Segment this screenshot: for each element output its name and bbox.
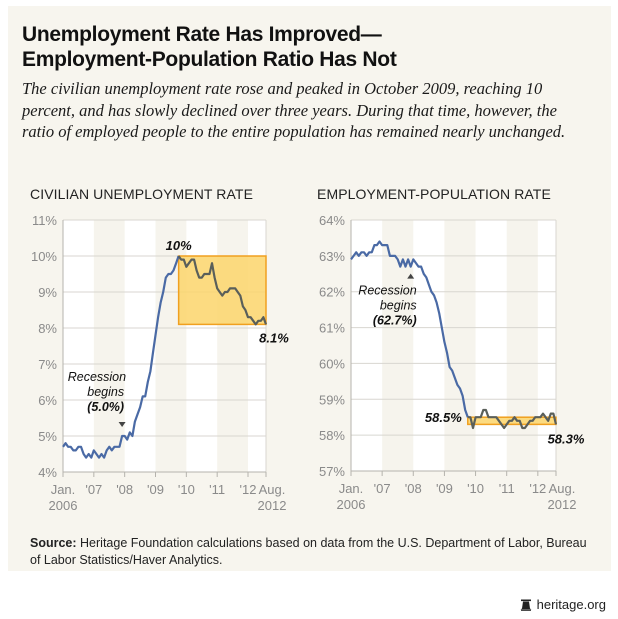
end-value-label: 58.3% <box>548 431 585 446</box>
unemployment-chart: 4% 5% 6% 7% 8% 9% 10% 11% Jan.2006 '07 '08 '09 '10 '1… <box>31 213 289 513</box>
recession-value-label: (5.0%) <box>87 400 124 414</box>
employment-population-chart: 57% 58% 59% 60% 61% 62% 63% 64% Jan.2006 '07 '08 '0… <box>319 213 585 512</box>
title-line-2: Employment-Population Ratio Has Not <box>22 48 397 71</box>
recession-label: Recession <box>68 370 126 384</box>
x-tick-label: '10 <box>467 481 484 496</box>
year-band <box>506 220 538 471</box>
recession-label: begins <box>380 299 417 313</box>
x-tick-label: '07 <box>374 481 391 496</box>
year-band <box>93 220 125 472</box>
x-tick-label: 2012 <box>548 497 577 512</box>
recession-label: Recession <box>358 284 416 298</box>
x-tick-label: '07 <box>85 482 102 497</box>
y-tick-label: 10% <box>31 249 57 264</box>
series-line <box>350 240 469 418</box>
x-tick-label: 2006 <box>49 498 78 513</box>
x-tick-label: Aug. <box>259 482 286 497</box>
start-value-label: 10% <box>166 238 192 253</box>
x-tick-label: 2006 <box>337 497 366 512</box>
source-text: Heritage Foundation calculations based o… <box>30 536 587 567</box>
y-tick-label: 64% <box>319 213 345 228</box>
year-band <box>444 220 476 471</box>
x-tick-label: '08 <box>405 481 422 496</box>
y-tick-label: 58% <box>319 428 345 443</box>
y-tick-label: 63% <box>319 249 345 264</box>
x-tick-label: '12 <box>529 481 546 496</box>
series-line-highlighted <box>467 408 558 430</box>
x-tick-label: Jan. <box>339 481 364 496</box>
recession-marker-icon <box>407 273 415 279</box>
page-title: Unemployment Rate Has Improved— Employme… <box>22 22 602 72</box>
end-value-label: 8.1% <box>259 330 289 345</box>
x-tick-label: '11 <box>499 481 515 496</box>
logo-text: heritage.org <box>536 597 606 612</box>
series-line-highlighted <box>177 255 268 326</box>
y-tick-label: 7% <box>38 357 57 372</box>
title-line-1: Unemployment Rate Has Improved— <box>22 23 382 46</box>
subtitle: The civilian unemployment rate rose and … <box>22 79 566 141</box>
highlight-box <box>177 255 267 326</box>
y-tick-label: 8% <box>38 321 57 336</box>
x-tick-label: '12 <box>240 482 257 497</box>
source-note: Source: Heritage Foundation calculations… <box>30 535 590 569</box>
chart-title-employment-population: EMPLOYMENT-POPULATION RATE <box>317 186 551 202</box>
heritage-logo[interactable]: heritage.org <box>520 597 606 612</box>
recession-value-label: (62.7%) <box>373 314 417 328</box>
x-tick-label: '09 <box>436 481 453 496</box>
x-tick-label: '08 <box>116 482 133 497</box>
liberty-bell-icon <box>520 599 532 611</box>
x-tick-label: Jan. <box>51 482 76 497</box>
y-tick-label: 59% <box>319 392 345 407</box>
recession-label: begins <box>87 385 124 399</box>
y-tick-label: 4% <box>38 465 57 480</box>
source-label: Source: <box>30 536 77 550</box>
recession-marker-icon <box>118 422 126 427</box>
x-tick-label: 2012 <box>258 498 287 513</box>
y-tick-label: 60% <box>319 356 345 371</box>
y-tick-label: 62% <box>319 285 345 300</box>
y-tick-label: 57% <box>319 464 345 479</box>
y-tick-label: 11% <box>32 213 57 228</box>
y-tick-label: 6% <box>38 393 57 408</box>
x-tick-label: Aug. <box>549 481 576 496</box>
y-tick-label: 61% <box>319 321 345 336</box>
chart-title-unemployment: CIVILIAN UNEMPLOYMENT RATE <box>30 186 254 202</box>
x-tick-label: '09 <box>147 482 164 497</box>
x-tick-label: '10 <box>178 482 195 497</box>
x-tick-label: '11 <box>209 482 225 497</box>
start-value-label: 58.5% <box>425 410 462 425</box>
y-tick-label: 5% <box>38 429 57 444</box>
series-line <box>62 255 180 459</box>
y-tick-label: 9% <box>38 285 57 300</box>
